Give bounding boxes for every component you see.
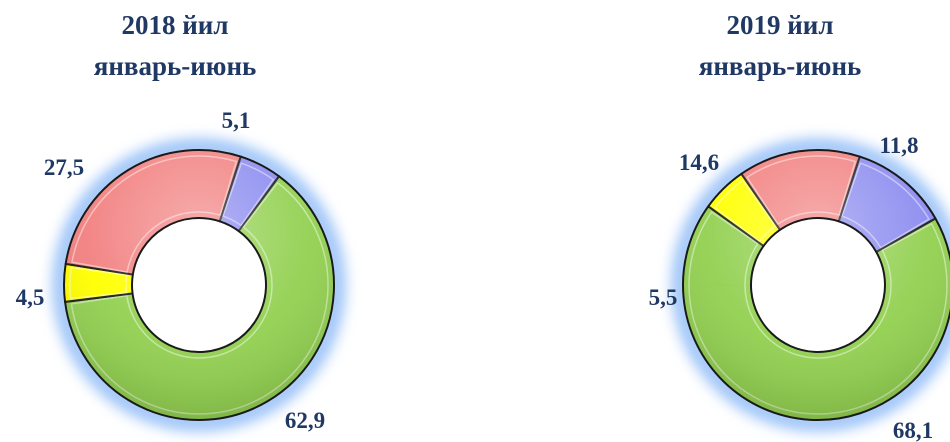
donut-chart-2019: 2019 йил январь-июнь 11,8 68,1 5,5 14,6 <box>649 10 950 442</box>
donut-glow <box>672 139 950 431</box>
data-label-2019-segment-3: 5,5 <box>649 285 678 310</box>
donut-sheen <box>684 151 950 419</box>
donut-chart-2018: 2018 йил январь-июнь 5,1 62,9 4,5 27,5 <box>16 10 345 433</box>
donut-sheen <box>65 151 333 420</box>
donut-glow <box>53 139 345 431</box>
chart-title-2018-line2: январь-июнь <box>94 51 257 81</box>
data-label-2019-segment-4: 14,6 <box>679 150 719 175</box>
data-label-2018-segment-3: 4,5 <box>16 285 45 310</box>
chart-title-2018-line1: 2018 йил <box>121 10 228 40</box>
donut-2018 <box>53 139 345 431</box>
data-label-2019-segment-2: 68,1 <box>893 418 933 442</box>
donut-2019 <box>672 139 950 431</box>
chart-title-2019-line2: январь-июнь <box>699 51 862 81</box>
data-label-2018-segment-4: 27,5 <box>44 155 84 180</box>
data-label-2019-segment-1: 11,8 <box>880 133 919 158</box>
data-label-2018-segment-2: 62,9 <box>285 408 325 433</box>
data-label-2018-segment-1: 5,1 <box>222 108 251 133</box>
chart-title-2019-line1: 2019 йил <box>726 10 833 40</box>
